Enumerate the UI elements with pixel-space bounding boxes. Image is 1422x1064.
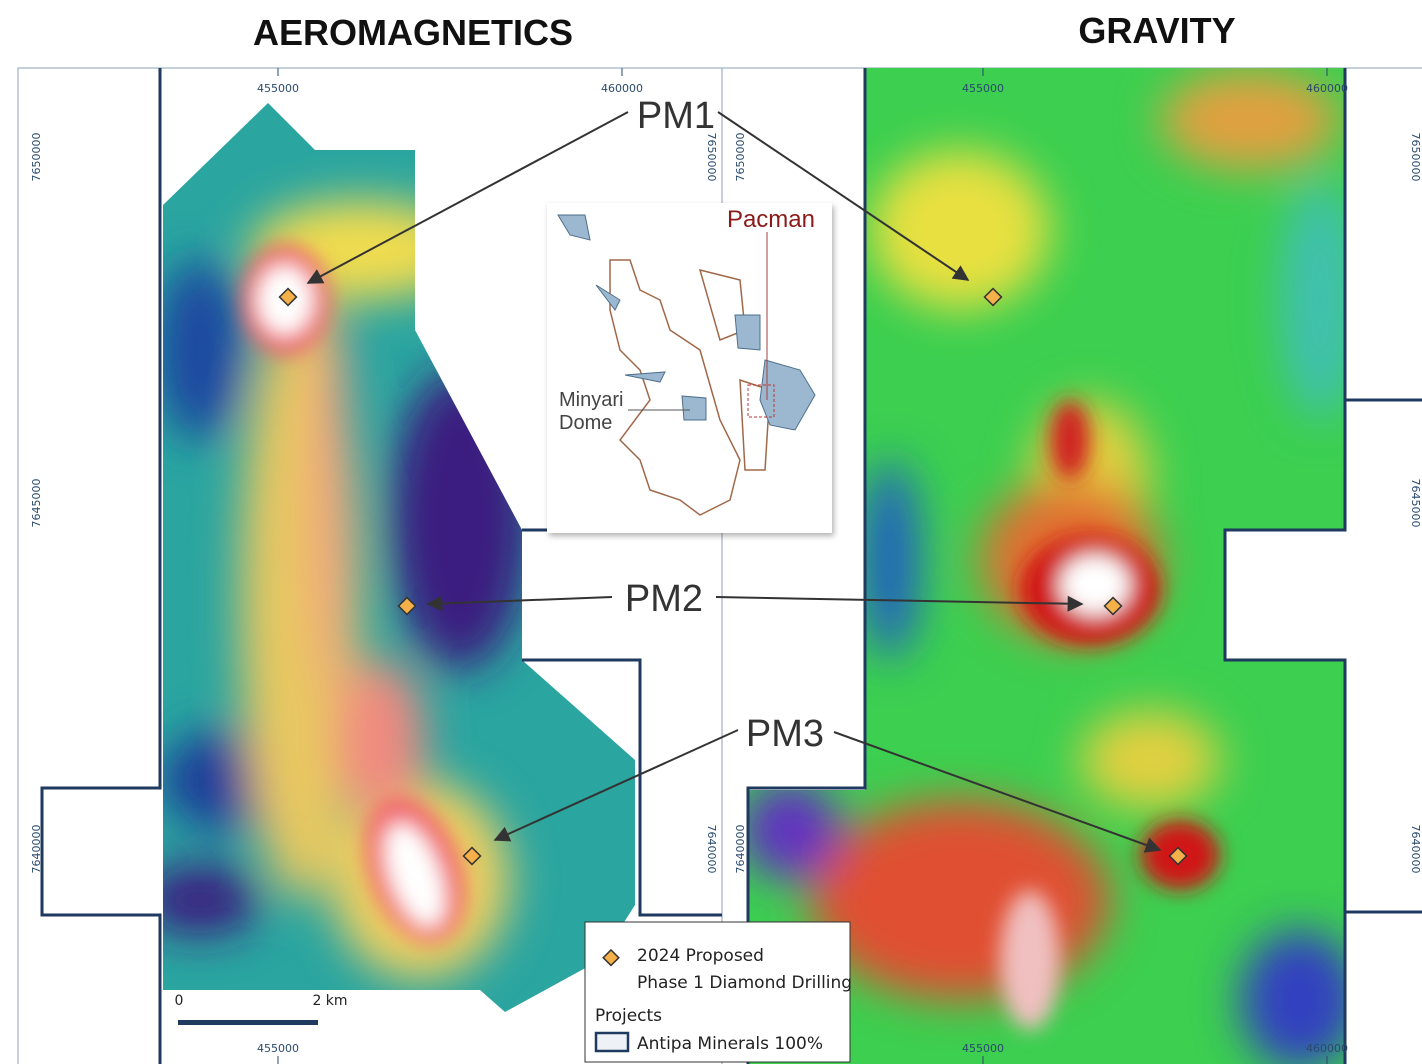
callout-label: PM3 — [746, 713, 824, 755]
callout-label: PM2 — [625, 578, 703, 620]
easting-label: 455000 — [962, 1042, 1004, 1055]
grid-ticks — [277, 68, 1328, 1064]
easting-label: 460000 — [601, 82, 643, 95]
inset-label: Pacman — [727, 206, 815, 233]
legend-text: Projects — [595, 1006, 662, 1026]
drill-target — [278, 287, 1188, 866]
northing-label: 7640000 — [30, 825, 43, 874]
legend-text: 2024 Proposed — [637, 946, 764, 966]
scale-label: 0 — [175, 993, 184, 1009]
easting-label: 460000 — [1306, 82, 1348, 95]
inset-label: Minyari — [559, 389, 623, 411]
northing-label: 7645000 — [30, 479, 43, 528]
legend-text: Phase 1 Diamond Drilling — [637, 973, 852, 993]
easting-label: 460000 — [1306, 1042, 1348, 1055]
legend-text: Antipa Minerals 100% — [637, 1034, 823, 1054]
northing-label: 7640000 — [734, 825, 747, 874]
panel-title: AEROMAGNETICS — [253, 12, 573, 53]
scale-bar: 0 2 km — [175, 993, 348, 1025]
callout-arrows — [306, 111, 1162, 853]
legend: 2024 Proposed Phase 1 Diamond Drilling P… — [584, 921, 852, 1063]
northing-label: 7650000 — [734, 133, 747, 182]
easting-label: 455000 — [257, 1042, 299, 1055]
callout-label: PM1 — [637, 95, 715, 137]
northing-label: 7640000 — [1409, 825, 1422, 874]
panel-title: GRAVITY — [1078, 10, 1235, 51]
inset-label: Dome — [559, 412, 612, 434]
inset-map: Pacman Minyari Dome — [547, 203, 832, 533]
easting-label: 455000 — [962, 82, 1004, 95]
northing-label: 7650000 — [1409, 133, 1422, 182]
northing-label: 7640000 — [705, 825, 718, 874]
northing-label: 7645000 — [1409, 479, 1422, 528]
northing-label: 7650000 — [30, 133, 43, 182]
northing-label: 7650000 — [705, 133, 718, 182]
scale-label: 2 km — [312, 993, 347, 1009]
easting-label: 455000 — [257, 82, 299, 95]
